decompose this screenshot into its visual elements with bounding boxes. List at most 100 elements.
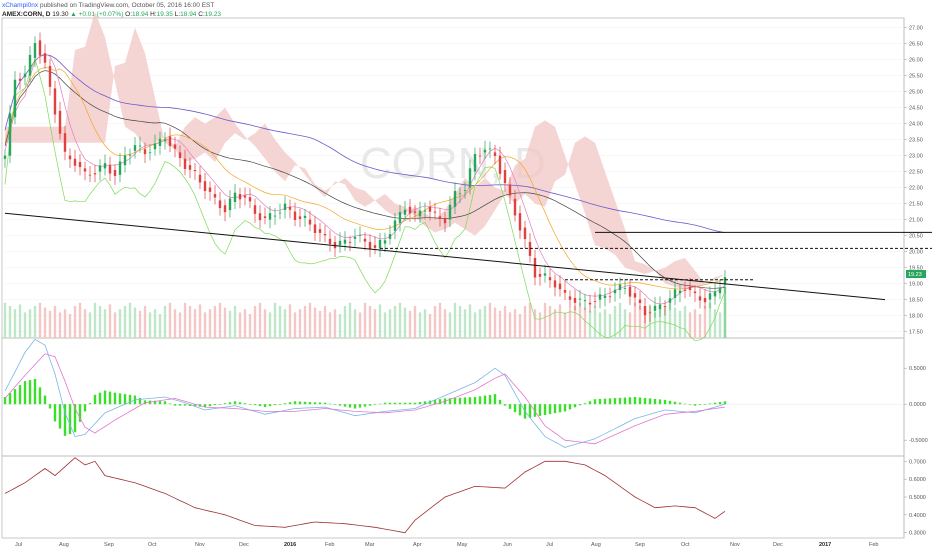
macd-histogram-bar (268, 404, 272, 407)
volume-bar (113, 312, 117, 338)
volume-bar (183, 302, 187, 338)
volume-bar (123, 306, 127, 338)
macd-histogram-bar (153, 400, 157, 405)
candle-body (468, 168, 472, 188)
macd-histogram-bar (88, 403, 92, 405)
macd-histogram-bar (18, 385, 22, 405)
candle-body (683, 290, 687, 291)
time-axis-label: Jul (15, 542, 22, 548)
macd-histogram-bar (473, 397, 477, 405)
macd-histogram-bar (503, 404, 507, 406)
macd-histogram-bar (173, 404, 177, 406)
macd-histogram-bar (603, 398, 607, 405)
macd-histogram-bar (168, 403, 172, 405)
candle-body (133, 145, 137, 151)
macd-histogram-bar (538, 404, 542, 416)
candle-body (488, 148, 492, 150)
macd-histogram-bar (258, 404, 262, 407)
axis-tick-label: 0.4000 (909, 513, 926, 519)
macd-histogram-bar (193, 404, 197, 407)
axis-tick-label: 26.50 (909, 42, 923, 48)
macd-indicator (2, 338, 904, 448)
volume-bar (368, 306, 372, 338)
volume-bar (418, 312, 422, 338)
candle-body (428, 206, 432, 212)
macd-histogram-bar (663, 399, 667, 405)
lagging-span-line (4, 57, 726, 342)
grid (2, 27, 904, 332)
candle-body (388, 234, 392, 239)
volume-bar (53, 306, 57, 338)
volume-bar (458, 306, 462, 338)
volume-bar (548, 306, 552, 338)
macd-histogram-bar (593, 399, 597, 405)
axis-tick-label: 22.50 (909, 170, 923, 176)
macd-histogram-bar (218, 404, 222, 405)
volume-bar (138, 310, 142, 338)
candle-body (688, 286, 692, 291)
volume-bar (718, 312, 722, 338)
macd-histogram-bar (163, 401, 167, 405)
volume-bar (63, 309, 67, 338)
candle-body (398, 212, 402, 223)
macd-histogram-bar (3, 397, 7, 405)
macd-histogram-bar (668, 400, 672, 405)
macd-histogram-bar (58, 404, 62, 429)
macd-histogram-bar (223, 403, 227, 405)
high-label: H: (150, 11, 157, 18)
macd-histogram-bar (508, 404, 512, 409)
candle-body (453, 190, 457, 207)
macd-histogram-bar (438, 399, 442, 405)
candle-body (188, 165, 192, 170)
macd-histogram-bar (323, 402, 327, 405)
low-value: 18.94 (180, 11, 197, 18)
volume-bar (68, 314, 72, 338)
candle-body (698, 296, 702, 301)
macd-pane-frame (1, 337, 905, 457)
macd-histogram-bar (138, 397, 142, 405)
candle-body (593, 301, 597, 302)
candle-body (203, 181, 207, 192)
axis-tick-label: 23.50 (909, 138, 923, 144)
candle-body (68, 155, 72, 160)
axis-tick-label: 17.50 (909, 330, 923, 336)
volume-bar (658, 309, 662, 338)
volume-bar (193, 309, 197, 338)
candle-body (603, 295, 607, 298)
candle-body (473, 154, 477, 172)
volume-bar (518, 314, 522, 338)
candle-body (28, 54, 32, 76)
macd-histogram-bar (348, 404, 352, 408)
candle-body (173, 144, 177, 149)
volume-bar (23, 312, 27, 338)
macd-histogram-bar (123, 394, 127, 405)
volume-bar (218, 302, 222, 338)
publisher-name[interactable]: xChampi0nx (2, 2, 39, 9)
volume-bar (248, 314, 252, 338)
macd-histogram-bar (613, 398, 617, 405)
macd-histogram-bar (338, 404, 342, 406)
macd-histogram-bar (453, 397, 457, 405)
volume-bar (528, 302, 532, 338)
time-axis-label: Aug (591, 542, 601, 548)
volume-bar (163, 306, 167, 338)
candle-body (628, 286, 632, 297)
macd-histogram-bar (573, 404, 577, 408)
macd-histogram-bar (368, 404, 372, 406)
candle-body (218, 200, 222, 209)
time-axis-label: Dec (773, 542, 783, 548)
volume-bar (478, 309, 482, 338)
candle-body (533, 258, 537, 278)
price-badge-bg (906, 270, 926, 278)
publish-info: xChampi0nx published on TradingView.com,… (2, 2, 214, 9)
candle-body (623, 287, 627, 289)
macd-histogram-bar (403, 402, 407, 405)
macd-histogram-bar (293, 401, 297, 405)
volume-bar (463, 309, 467, 338)
candle-body (613, 289, 617, 294)
volume-bar (623, 309, 627, 338)
volume-bar (318, 310, 322, 338)
macd-histogram-bar (343, 404, 347, 407)
candle-body (323, 234, 327, 236)
